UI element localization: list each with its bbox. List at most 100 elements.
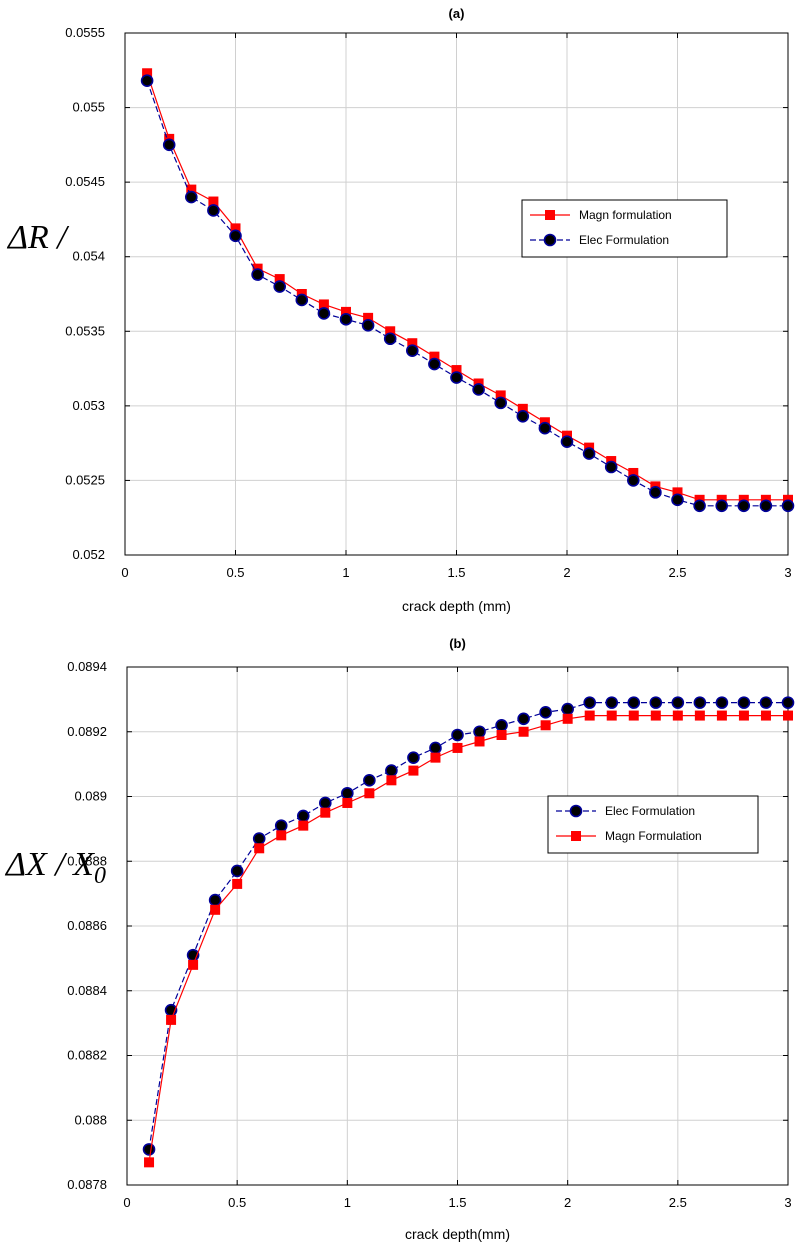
chart-b-data-point (650, 710, 661, 721)
chart-b-data-point (210, 904, 221, 915)
chart-b-data-point (628, 710, 639, 721)
chart-a-data-point (339, 313, 353, 326)
chart-b-data-point (716, 710, 727, 721)
chart-b-data-point (208, 893, 222, 907)
chart-a-data-point (317, 307, 331, 320)
chart-a-data-point (142, 68, 153, 79)
chart-a-data-point (628, 467, 639, 478)
chart-b-data-point (318, 796, 332, 810)
chart-b-x-tick-label: 2.5 (669, 1195, 687, 1210)
chart-a-legend-label: Magn formulation (579, 208, 672, 222)
chart-b-data-point (230, 864, 244, 878)
chart-a-data-point (715, 499, 729, 513)
chart-b-y-axis-label-sub: 0 (94, 863, 106, 889)
chart-b-legend-label: Elec Formulation (605, 804, 695, 818)
chart-b-series-line (148, 714, 788, 1163)
chart-b-data-point (671, 696, 685, 709)
chart-b-data-point (495, 718, 508, 732)
chart-a-data-point (429, 351, 440, 362)
chart-a-series-line (146, 73, 788, 501)
chart-b-y-tick-label: 0.0892 (67, 724, 107, 739)
chart-a-data-point (582, 447, 596, 460)
chart-b-data-point (562, 713, 573, 724)
chart-a-data-point (229, 229, 242, 243)
chart-a: 0 0.5 1 1.5 2 2.5 3 0.052 0.0525 0.053 0.0535 0.054… (0, 0, 799, 625)
chart-a-x-tick-label: 2 (563, 565, 570, 580)
chart-a-data-point (649, 486, 662, 499)
chart-b-data-point (341, 786, 354, 800)
chart-a-data-point (472, 383, 485, 396)
chart-a-x-axis-label: crack depth (mm) (402, 598, 511, 614)
chart-b-x-tick-label: 0 (123, 1195, 130, 1210)
chart-b-data-point (583, 696, 597, 709)
chart-b-ticks: 0 0.5 1 1.5 2 2.5 3 0.0878 0.088 0.0882 0.0884 0.08… (67, 659, 791, 1210)
chart-a-x-tick-label: 1.5 (447, 565, 465, 580)
chart-b-series (142, 696, 795, 1168)
chart-a-data-point (186, 184, 197, 195)
chart-b-data-point (496, 729, 507, 740)
chart-a-data-point (516, 409, 530, 423)
chart-a-legend-marker (545, 210, 555, 220)
chart-b-data-point (320, 807, 331, 818)
chart-a-data-point (230, 223, 241, 234)
chart-a-y-tick-label: 0.0525 (65, 472, 105, 487)
chart-b-x-tick-label: 0.5 (228, 1195, 246, 1210)
chart-b-data-point (232, 878, 243, 889)
chart-b-y-tick-label: 0.088 (74, 1112, 107, 1127)
chart-a-data-point (207, 204, 220, 217)
chart-a-data-point (273, 280, 287, 293)
chart-b-y-tick-label: 0.089 (74, 789, 107, 804)
chart-b-data-point (540, 720, 551, 731)
chart-a-data-point (626, 474, 640, 487)
chart-b-legend-marker (569, 804, 583, 818)
chart-a-svg: 0 0.5 1 1.5 2 2.5 3 0.052 0.0525 0.053 0.0535 0.054… (6, 6, 795, 614)
chart-b-x-tick-label: 2 (564, 1195, 571, 1210)
chart-a-legend-marker (543, 233, 557, 247)
chart-b-y-tick-label: 0.0888 (67, 853, 107, 868)
chart-a-data-point (781, 499, 795, 513)
chart-b-data-point (144, 1157, 155, 1168)
chart-a-y-tick-label: 0.0535 (65, 323, 105, 338)
chart-b-data-point (517, 712, 530, 726)
chart-b-data-point (342, 797, 353, 808)
chart-b-data-point (429, 741, 442, 755)
chart-a-data-point (274, 274, 285, 285)
chart-b-data-point (298, 820, 309, 831)
chart-b-x-axis-label: crack depth(mm) (405, 1226, 510, 1242)
chart-a-data-point (451, 365, 462, 376)
chart-a-data-point (407, 338, 418, 349)
chart-b-data-point (386, 775, 397, 786)
chart-b-data-point (539, 706, 552, 719)
chart-a-data-point (341, 306, 351, 317)
chart-b-x-tick-label: 1.5 (448, 1195, 466, 1210)
chart-a-data-point (538, 421, 552, 435)
chart-b-data-point (693, 696, 707, 709)
chart-b-y-tick-label: 0.0894 (67, 659, 107, 674)
chart-a-data-point (517, 403, 528, 414)
chart-a-x-tick-label: 0.5 (226, 565, 244, 580)
chart-a-data-point (295, 293, 309, 307)
chart-a-data-point (383, 332, 397, 346)
chart-a-y-tick-label: 0.055 (72, 100, 105, 115)
chart-a-data-point (693, 499, 706, 513)
chart-b-y-axis-label-main: ΔX / X (4, 846, 95, 883)
chart-a-x-tick-label: 1 (342, 565, 349, 580)
chart-a-data-point (759, 499, 773, 513)
chart-b-data-point (561, 702, 574, 716)
chart-b-data-point (694, 710, 705, 721)
chart-b-y-tick-label: 0.0882 (67, 1048, 107, 1063)
chart-a-data-point (737, 499, 751, 513)
chart-b-data-point (760, 710, 771, 721)
chart-b-data-point (783, 710, 793, 721)
chart-a-data-point (604, 460, 618, 474)
chart-a-data-point (671, 493, 684, 507)
chart-a-data-point (385, 326, 396, 337)
chart-b-data-point (672, 710, 683, 721)
chart-a-x-tick-label: 3 (784, 565, 791, 580)
chart-b-data-point (452, 742, 463, 753)
chart-a-data-point (363, 312, 374, 323)
chart-a-data-point (494, 396, 508, 410)
chart-a-data-point (162, 138, 176, 152)
chart-a-x-tick-label: 0 (121, 565, 128, 580)
chart-b-legend-label: Magn Formulation (605, 829, 702, 843)
